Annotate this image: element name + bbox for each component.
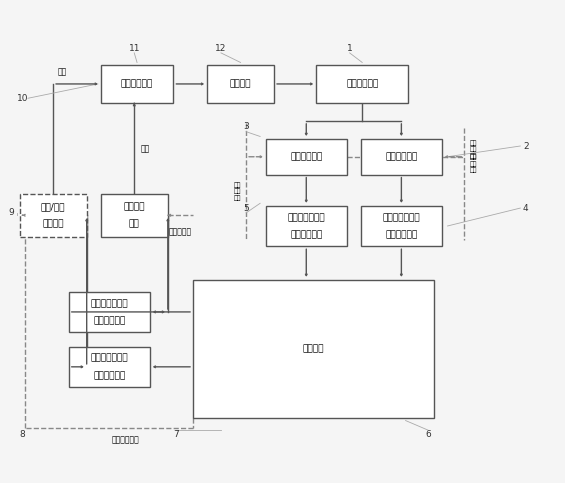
Text: 直流偏置器件: 直流偏置器件 [121,79,153,88]
Text: 11: 11 [128,43,140,53]
Text: 电路: 电路 [129,219,140,228]
FancyBboxPatch shape [69,346,150,387]
Text: 微波
解调
方波: 微波 解调 方波 [470,155,477,173]
Text: 第二模数转换器: 第二模数转换器 [288,213,325,222]
FancyBboxPatch shape [266,139,347,175]
FancyBboxPatch shape [101,65,173,103]
FancyBboxPatch shape [69,292,150,332]
Text: 调制参考方波: 调制参考方波 [112,435,140,444]
Text: 2: 2 [523,142,529,151]
Text: 1: 1 [347,43,353,53]
Text: （微波环路）: （微波环路） [290,230,323,239]
FancyBboxPatch shape [20,194,86,237]
FancyBboxPatch shape [266,206,347,246]
Text: （直流环路）: （直流环路） [385,230,418,239]
Text: 电压/电流: 电压/电流 [41,202,66,211]
Text: 光检放大电路: 光检放大电路 [346,79,379,88]
Text: 第一模数转换器: 第一模数转换器 [383,213,420,222]
Text: 物理系统: 物理系统 [230,79,251,88]
Text: 5: 5 [244,203,249,213]
Text: 微波: 微波 [141,144,150,153]
Text: 9: 9 [8,208,14,217]
Text: 直流
解调
方波: 直流 解调 方波 [470,140,477,159]
Text: 锁相环控制: 锁相环控制 [169,227,192,236]
Text: 直流解调电路: 直流解调电路 [385,152,418,161]
Text: 第一数模转换器: 第一数模转换器 [90,354,128,363]
FancyBboxPatch shape [207,65,274,103]
Text: 微波解调电路: 微波解调电路 [290,152,323,161]
Text: 8: 8 [19,430,25,440]
Text: （直流环路）: （直流环路） [93,371,125,380]
Text: 转换电路: 转换电路 [42,219,64,228]
FancyBboxPatch shape [361,206,442,246]
Text: 4: 4 [523,203,529,213]
Text: 直流: 直流 [58,68,67,77]
FancyBboxPatch shape [101,194,168,237]
Text: 频率综合: 频率综合 [124,202,145,211]
Text: 第二数模转换器: 第二数模转换器 [90,299,128,308]
Text: 12: 12 [215,43,227,53]
Text: （微波环路）: （微波环路） [93,316,125,325]
Text: 解调
参考
方波: 解调 参考 方波 [234,182,242,200]
Text: 6: 6 [425,430,431,440]
Text: 微控制器: 微控制器 [302,344,324,354]
Text: 10: 10 [16,94,28,103]
Text: 7: 7 [173,430,179,440]
FancyBboxPatch shape [361,139,442,175]
FancyBboxPatch shape [316,65,408,103]
Text: 3: 3 [244,122,249,131]
FancyBboxPatch shape [193,280,433,418]
